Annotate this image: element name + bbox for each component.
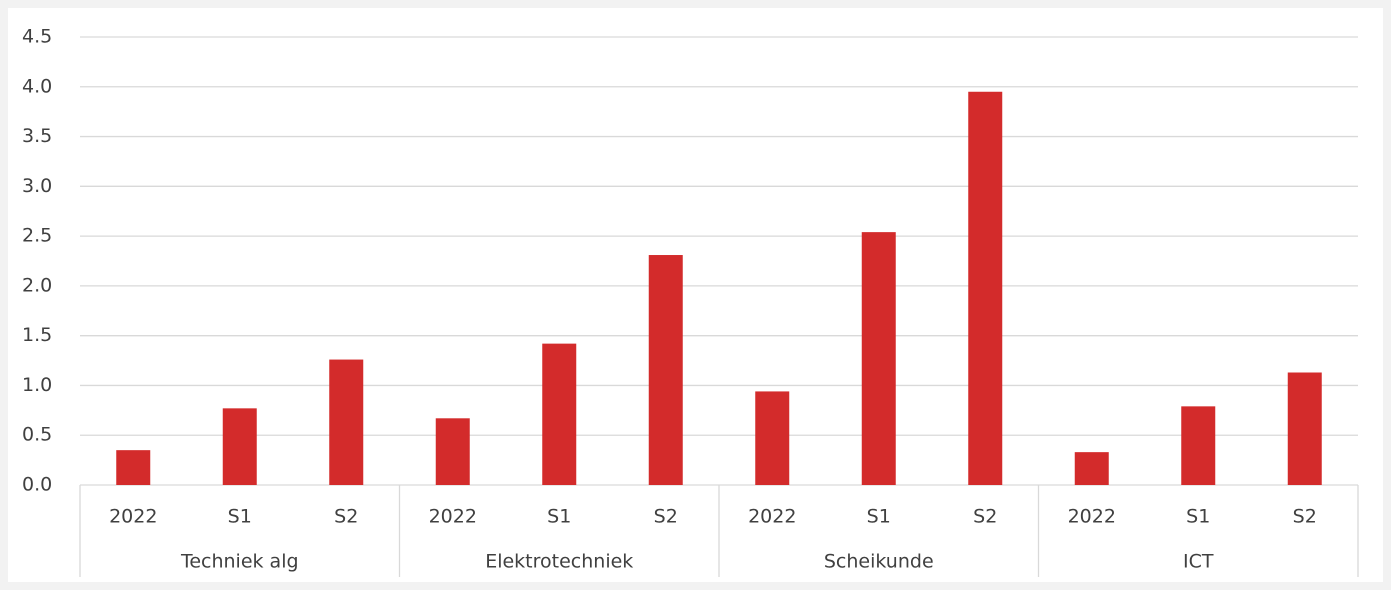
- x-tick-label: S2: [334, 506, 358, 528]
- x-tick-label: S1: [867, 506, 891, 528]
- y-tick-label: 1.5: [22, 324, 52, 346]
- bar: [116, 450, 151, 485]
- bar: [648, 255, 683, 485]
- chart-area: [8, 8, 1383, 582]
- bar: [542, 343, 577, 485]
- x-tick-label: S2: [654, 506, 678, 528]
- bar: [755, 391, 790, 485]
- y-tick-label: 1.0: [22, 374, 52, 396]
- y-tick-label: 3.0: [22, 175, 52, 197]
- group-label: Elektrotechniek: [485, 551, 633, 573]
- x-tick-label: 2022: [748, 506, 796, 528]
- x-tick-label: 2022: [1068, 506, 1116, 528]
- y-tick-label: 3.5: [22, 125, 52, 147]
- y-tick-label: 2.5: [22, 225, 52, 247]
- group-label: Scheikunde: [824, 551, 934, 573]
- y-tick-label: 4.5: [22, 26, 52, 48]
- x-tick-label: S2: [973, 506, 997, 528]
- x-tick-label: S1: [1186, 506, 1210, 528]
- bar: [1181, 406, 1216, 485]
- y-tick-label: 4.0: [22, 75, 52, 97]
- x-tick-label: 2022: [109, 506, 157, 528]
- x-tick-label: 2022: [429, 506, 477, 528]
- bar: [222, 408, 257, 485]
- x-tick-label: S1: [547, 506, 571, 528]
- x-tick-label: S2: [1293, 506, 1317, 528]
- bar: [861, 232, 896, 485]
- bar: [1287, 372, 1322, 485]
- bar: [968, 91, 1003, 485]
- y-tick-label: 0.0: [22, 474, 52, 496]
- group-label: Techniek alg: [180, 551, 299, 573]
- bar: [435, 418, 470, 485]
- bar: [1074, 452, 1109, 485]
- y-tick-label: 0.5: [22, 424, 52, 446]
- x-tick-label: S1: [228, 506, 252, 528]
- group-label: ICT: [1183, 551, 1214, 573]
- y-tick-label: 2.0: [22, 274, 52, 296]
- bar: [329, 359, 364, 485]
